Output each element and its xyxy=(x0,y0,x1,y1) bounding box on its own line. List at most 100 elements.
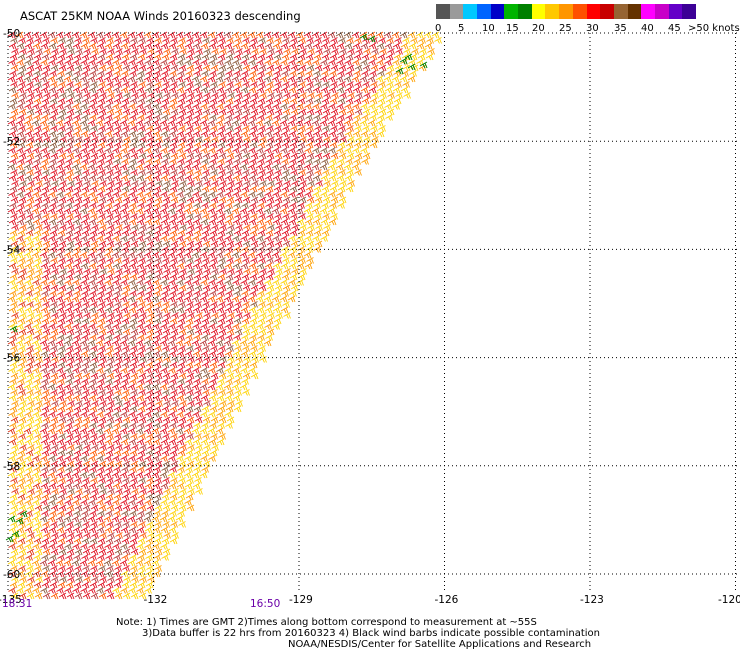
wind-barb xyxy=(120,499,128,506)
wind-barb xyxy=(168,103,176,110)
wind-barb xyxy=(81,405,90,413)
wind-barb xyxy=(200,455,208,462)
wind-barb xyxy=(19,92,27,99)
wind-barb xyxy=(192,279,200,286)
wind-barb xyxy=(33,158,41,165)
wind-barb xyxy=(33,493,42,501)
wind-barb xyxy=(169,378,177,385)
wind-barb xyxy=(40,174,49,182)
wind-barb xyxy=(171,48,179,55)
wind-barb xyxy=(192,235,200,242)
wind-barb xyxy=(40,42,49,50)
wind-barb xyxy=(207,31,216,39)
wind-barb xyxy=(151,339,160,347)
wind-barb xyxy=(159,163,168,171)
wind-barb xyxy=(272,306,281,314)
wind-barb xyxy=(25,334,33,341)
wind-barb xyxy=(74,565,82,572)
wind-barb xyxy=(163,224,171,231)
longitude-label: -132 xyxy=(144,594,168,606)
wind-barb xyxy=(138,372,147,380)
wind-barb xyxy=(138,565,146,572)
wind-barb xyxy=(155,400,163,407)
wind-barb xyxy=(226,416,235,424)
wind-barb xyxy=(225,158,233,165)
wind-barb xyxy=(127,559,136,567)
wind-barb xyxy=(154,37,162,44)
wind-barb xyxy=(145,378,153,385)
wind-barb xyxy=(145,202,153,209)
wind-barb xyxy=(328,174,337,182)
wind-barb xyxy=(66,592,75,600)
wind-barb xyxy=(282,257,290,264)
wind-barb xyxy=(343,119,352,127)
wind-barb xyxy=(18,108,27,116)
wind-barb xyxy=(27,400,35,407)
wind-barb xyxy=(409,70,417,77)
wind-barb xyxy=(7,251,16,259)
wind-barb xyxy=(168,394,177,402)
wind-barb xyxy=(65,53,74,61)
wind-barb xyxy=(351,119,360,127)
wind-barb xyxy=(39,119,48,127)
wind-barb xyxy=(97,378,105,385)
wind-barb xyxy=(299,136,307,143)
wind-barb xyxy=(114,152,123,160)
wind-barb xyxy=(210,284,219,292)
wind-barb xyxy=(26,169,34,176)
wind-barb xyxy=(137,158,145,165)
wind-barb xyxy=(32,323,40,330)
wind-barb xyxy=(26,301,34,308)
wind-barb xyxy=(17,273,26,281)
wind-barb xyxy=(201,229,210,237)
wind-barb xyxy=(186,169,194,176)
wind-barb xyxy=(232,191,240,198)
wind-barb xyxy=(112,411,120,418)
wind-barb xyxy=(322,108,331,116)
wind-barb xyxy=(58,284,67,292)
wind-barb xyxy=(306,169,314,176)
wind-barb xyxy=(48,130,57,138)
wind-barb xyxy=(249,290,257,297)
wind-barb xyxy=(97,202,105,209)
wind-barb xyxy=(170,125,178,132)
wind-barb xyxy=(32,543,40,550)
wind-barb xyxy=(19,444,27,451)
wind-barb xyxy=(113,53,122,61)
wind-barb xyxy=(67,48,75,55)
wind-barb xyxy=(248,306,257,314)
wind-barb xyxy=(159,31,168,39)
wind-barb xyxy=(96,103,104,110)
wind-barb xyxy=(195,180,203,187)
wind-barb xyxy=(225,334,233,341)
wind-barb xyxy=(249,158,257,165)
wind-barb xyxy=(363,48,371,55)
wind-barb xyxy=(370,125,378,132)
wind-barb xyxy=(248,279,256,286)
wind-barb xyxy=(120,218,129,226)
wind-barb xyxy=(34,81,42,88)
wind-barb xyxy=(96,543,104,550)
wind-barb xyxy=(283,48,291,55)
wind-barb xyxy=(111,119,120,127)
wind-barb xyxy=(130,521,138,528)
wind-barb xyxy=(144,543,152,550)
wind-barb xyxy=(120,482,129,490)
wind-barb xyxy=(255,251,264,259)
wind-barb xyxy=(138,37,146,44)
wind-barb xyxy=(66,301,74,308)
wind-barb xyxy=(10,108,19,116)
wind-barb xyxy=(266,108,275,116)
wind-barb xyxy=(136,587,144,594)
wind-barb xyxy=(136,103,144,110)
wind-barb xyxy=(375,75,384,83)
wind-barb xyxy=(114,504,123,512)
wind-barb xyxy=(131,532,139,539)
colorbar-swatch xyxy=(600,4,615,19)
wind-barb xyxy=(144,147,152,154)
wind-barb xyxy=(377,53,386,61)
wind-barb xyxy=(210,81,218,88)
wind-barb xyxy=(217,290,225,297)
wind-barb xyxy=(25,290,33,297)
wind-barb xyxy=(305,114,313,121)
